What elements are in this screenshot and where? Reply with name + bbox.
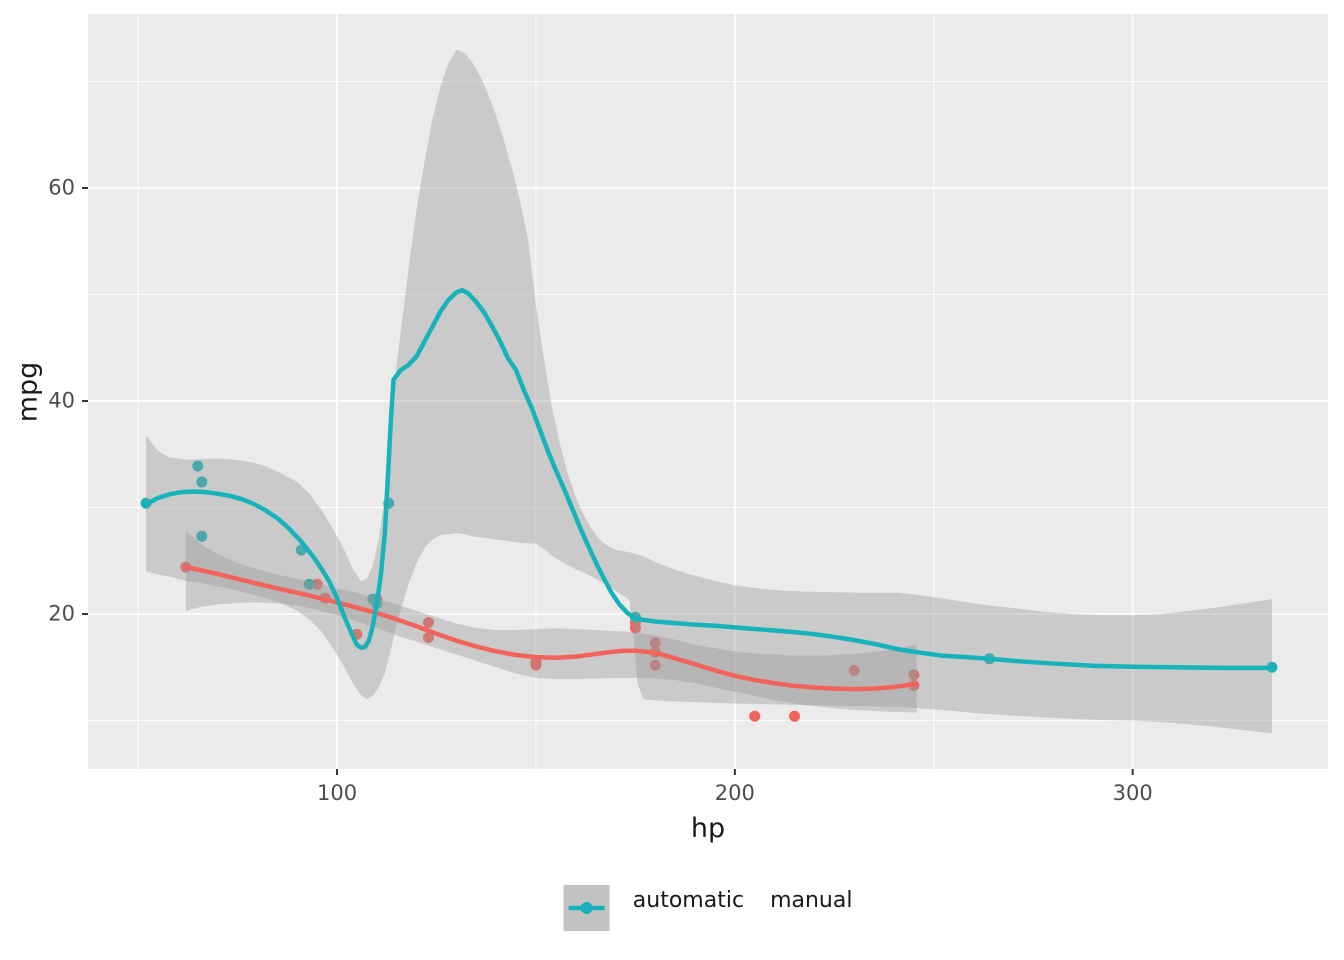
point-automatic bbox=[848, 664, 860, 676]
ribbon-manual bbox=[146, 49, 1272, 734]
x-axis-title: hp bbox=[690, 813, 726, 844]
y-tick-label: 20 bbox=[48, 601, 75, 626]
smooth-line-manual bbox=[143, 288, 1275, 671]
y-tick-label: 40 bbox=[48, 388, 75, 413]
legend-label-automatic: automatic bbox=[632, 887, 745, 913]
legend: am automatic manual bbox=[563, 885, 853, 931]
point-automatic bbox=[311, 578, 323, 590]
point-automatic bbox=[908, 669, 920, 681]
legend-item-manual: manual bbox=[563, 885, 853, 931]
legend-item-automatic: automatic bbox=[563, 885, 745, 931]
x-tick-label: 300 bbox=[1112, 781, 1153, 805]
ribbon-automatic bbox=[185, 530, 917, 713]
legend-key-manual-icon bbox=[563, 885, 610, 931]
legend-label-manual: manual bbox=[770, 887, 853, 913]
point-manual bbox=[196, 530, 208, 542]
x-tick-label: 200 bbox=[714, 781, 755, 805]
point-manual bbox=[196, 476, 208, 488]
point-manual bbox=[303, 578, 315, 590]
plot-panel bbox=[88, 14, 1328, 769]
point-automatic bbox=[789, 710, 801, 722]
point-automatic bbox=[649, 659, 661, 671]
x-tick-label: 100 bbox=[316, 781, 358, 805]
point-automatic bbox=[749, 710, 761, 722]
point-automatic bbox=[530, 659, 542, 671]
point-automatic bbox=[649, 637, 661, 649]
point-automatic bbox=[423, 617, 435, 629]
plot-layers bbox=[140, 49, 1278, 734]
y-axis-title: mpg bbox=[12, 361, 44, 422]
y-tick-label: 60 bbox=[48, 175, 75, 200]
point-automatic bbox=[423, 631, 435, 643]
point-manual bbox=[192, 460, 204, 472]
smooth-line-automatic bbox=[183, 564, 919, 692]
